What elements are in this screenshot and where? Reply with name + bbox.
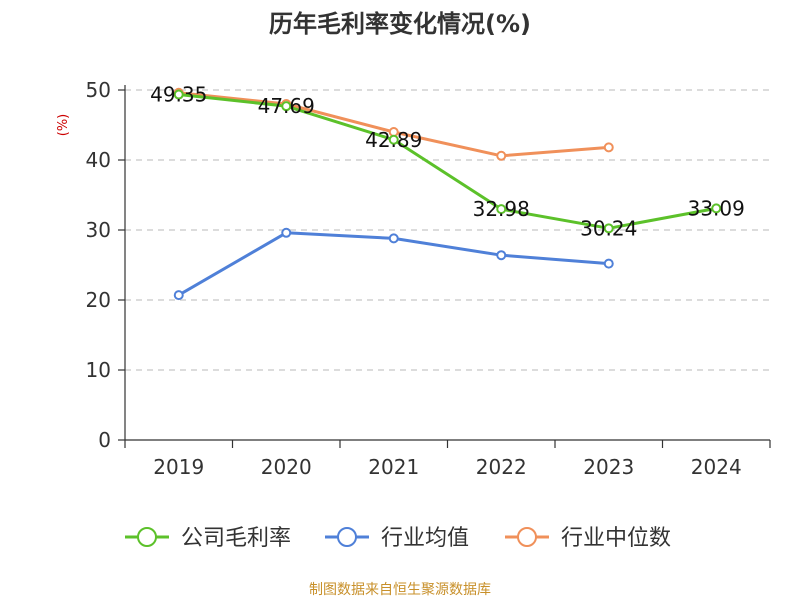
legend[interactable]: 公司毛利率 行业均值 行业中位数 bbox=[125, 526, 671, 551]
legend-item[interactable]: 公司毛利率 bbox=[125, 526, 291, 551]
legend-label: 公司毛利率 bbox=[181, 526, 291, 551]
data-point bbox=[496, 204, 507, 215]
source-note: 制图数据来自恒生聚源数据库 bbox=[309, 582, 491, 598]
legend-marker bbox=[517, 527, 537, 547]
data-point bbox=[603, 258, 614, 269]
data-point bbox=[603, 142, 614, 153]
x-tick-label: 2021 bbox=[368, 455, 419, 479]
legend-item[interactable]: 行业中位数 bbox=[505, 526, 671, 551]
data-point bbox=[496, 250, 507, 261]
data-point bbox=[388, 233, 399, 244]
data-label: 32.98 bbox=[473, 197, 530, 221]
data-point bbox=[388, 134, 399, 145]
data-label: 30.24 bbox=[580, 216, 637, 240]
x-tick-label: 2022 bbox=[476, 455, 527, 479]
data-label: 49.35 bbox=[150, 83, 207, 107]
data-point bbox=[711, 203, 722, 214]
data-label: 42.89 bbox=[365, 128, 422, 152]
gridlines bbox=[125, 89, 770, 371]
data-label: 33.09 bbox=[688, 196, 745, 220]
x-tick-label: 2024 bbox=[691, 455, 742, 479]
data-point bbox=[173, 89, 184, 100]
data-point bbox=[603, 223, 614, 234]
legend-marker bbox=[137, 527, 157, 547]
series-points bbox=[173, 87, 722, 301]
y-axis-label: (%) bbox=[56, 114, 71, 137]
data-point bbox=[496, 150, 507, 161]
axes: 0 10 20 30 40 50 2019 2020 2021 2022 2023 2024 bbox=[86, 78, 771, 479]
y-tick-label: 10 bbox=[86, 358, 111, 382]
x-tick-label: 2020 bbox=[261, 455, 312, 479]
legend-label: 行业中位数 bbox=[561, 526, 671, 551]
legend-marker bbox=[337, 527, 357, 547]
y-tick-label: 0 bbox=[98, 428, 111, 452]
data-point bbox=[281, 101, 292, 112]
y-tick-label: 40 bbox=[86, 148, 111, 172]
series-lines bbox=[177, 91, 717, 297]
data-labels: 49.35 47.69 42.89 32.98 30.24 33.09 bbox=[150, 83, 745, 241]
data-label: 47.69 bbox=[258, 94, 315, 118]
data-point bbox=[173, 290, 184, 301]
legend-item[interactable]: 行业均值 bbox=[325, 526, 469, 551]
y-tick-label: 20 bbox=[86, 288, 111, 312]
chart-title: 历年毛利率变化情况(%) bbox=[269, 10, 531, 38]
series-line bbox=[178, 93, 717, 230]
data-point bbox=[281, 227, 292, 238]
x-tick-label: 2019 bbox=[153, 455, 204, 479]
y-tick-label: 50 bbox=[86, 78, 111, 102]
legend-label: 行业均值 bbox=[381, 526, 469, 551]
y-tick-label: 30 bbox=[86, 218, 111, 242]
x-tick-label: 2023 bbox=[583, 455, 634, 479]
